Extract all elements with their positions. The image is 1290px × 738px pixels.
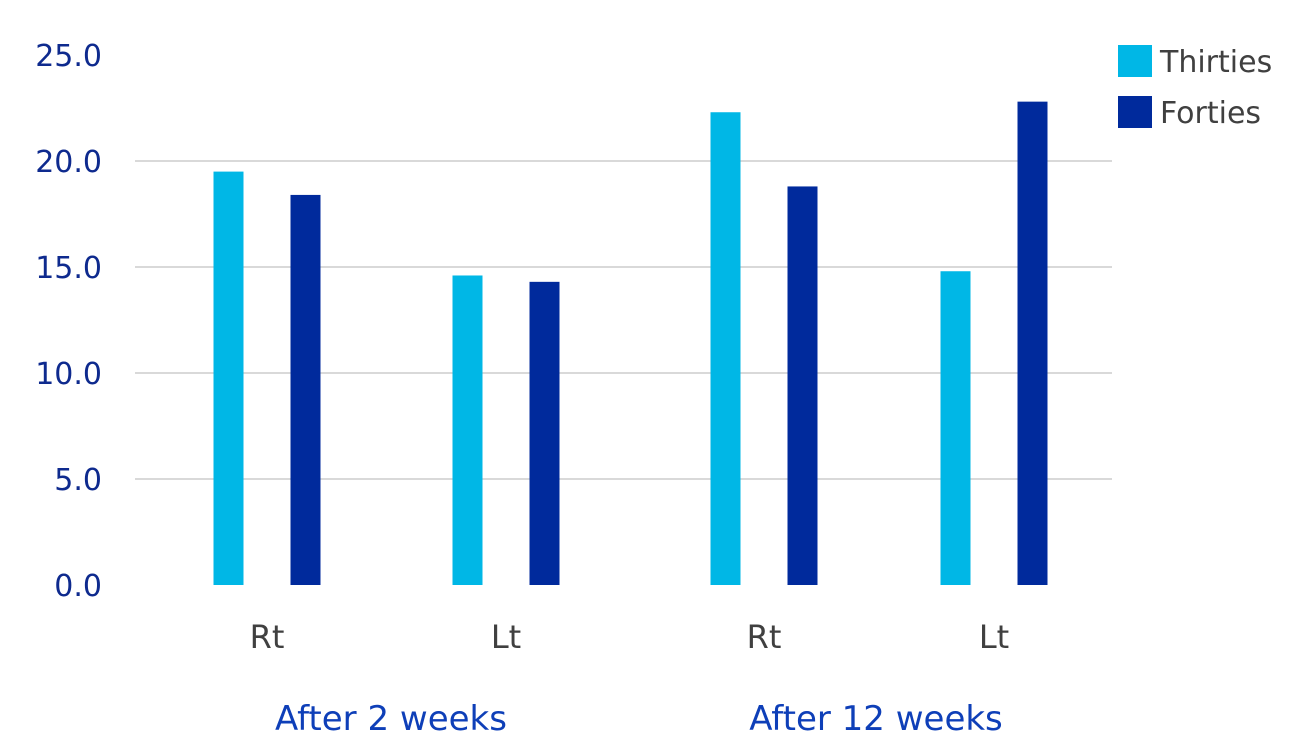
bar-thirties [940,271,971,585]
y-tick-label: 5.0 [54,463,102,498]
bars [213,101,1048,586]
bar-forties [529,281,560,585]
y-axis: 0.0 5.0 10.0 15.0 20.0 25.0 [35,39,102,604]
legend-label-thirties: Thirties [1159,45,1272,80]
bar-forties [1017,101,1048,585]
y-tick-label: 15.0 [35,251,102,286]
y-tick-label: 20.0 [35,145,102,180]
legend-swatch-thirties [1118,45,1152,77]
bar-thirties [213,171,244,585]
bar-forties [787,186,818,585]
x-group-label: After 12 weeks [749,699,1003,738]
x-axis: Rt Lt Rt Lt After 2 weeks After 12 weeks [250,618,1010,738]
x-category-label: Rt [747,618,782,656]
y-tick-label: 25.0 [35,39,102,74]
y-tick-label: 0.0 [54,569,102,604]
legend-label-forties: Forties [1160,96,1261,131]
x-category-label: Rt [250,618,285,656]
x-group-label: After 2 weeks [275,699,507,738]
x-category-label: Lt [979,618,1009,656]
bar-thirties [452,275,483,585]
x-category-label: Lt [491,618,521,656]
bar-forties [290,194,321,586]
bar-thirties [710,112,741,586]
legend: Thirties Forties [1118,45,1272,131]
legend-swatch-forties [1118,96,1152,128]
y-tick-label: 10.0 [35,357,102,392]
